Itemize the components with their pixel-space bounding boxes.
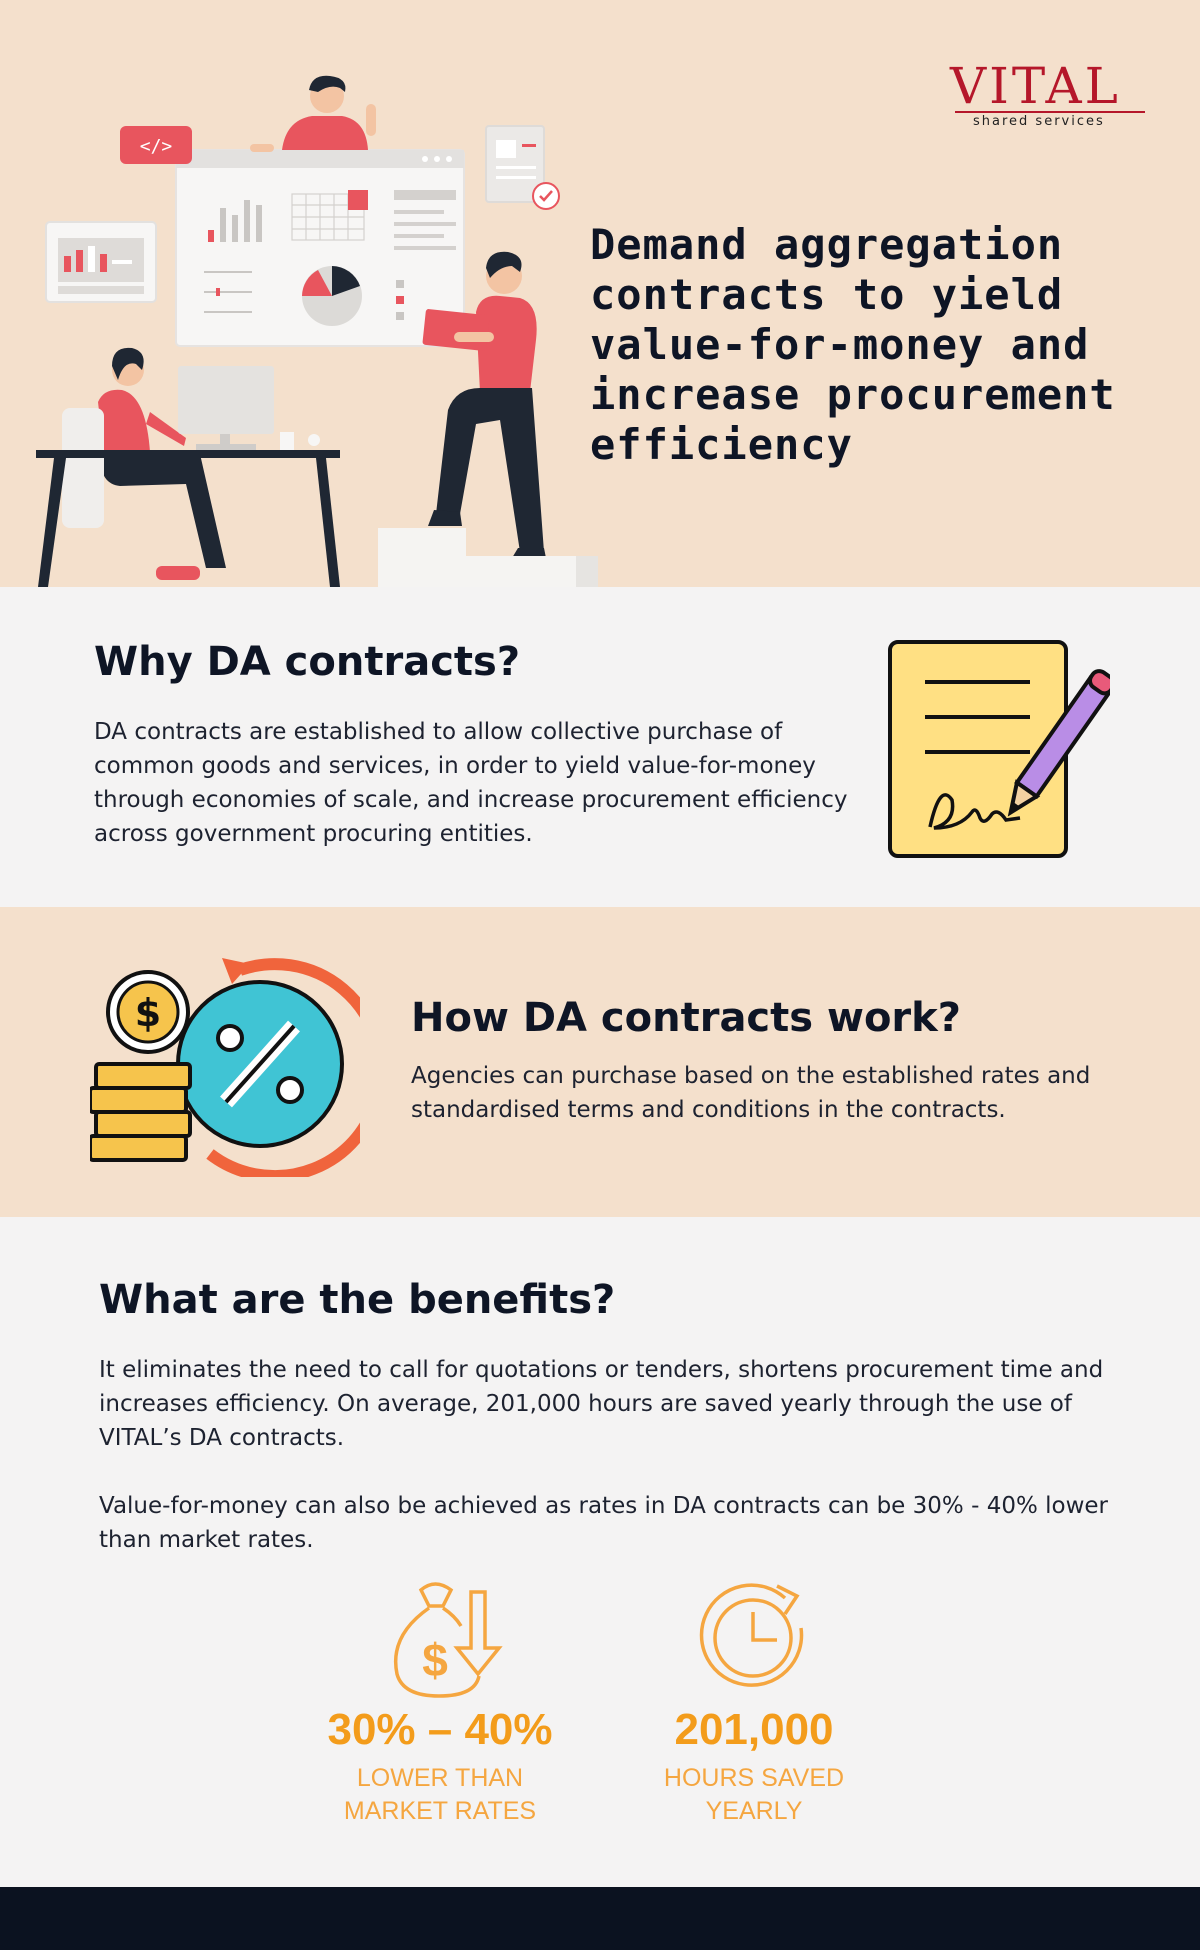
stat-lower-rates: $ 30% – 40% LOWER THAN MARKET RATES	[290, 1572, 590, 1828]
dollar-glyph: $	[135, 991, 161, 1035]
code-badge-text: </>	[140, 136, 173, 157]
benefits-paragraph-2: Value-for-money can also be achieved as …	[99, 1493, 1109, 1553]
stat-label: HOURS SAVED YEARLY	[604, 1762, 904, 1828]
how-heading: How DA contracts work?	[411, 995, 961, 1041]
logo-wordmark: VITAL	[950, 57, 1121, 115]
why-body: DA contracts are established to allow co…	[94, 719, 848, 847]
stat-label-line: LOWER THAN	[356, 1764, 524, 1792]
logo-tagline: shared services	[973, 114, 1105, 129]
why-heading: Why DA contracts?	[94, 639, 521, 685]
why-section: Why DA contracts? DA contracts are estab…	[0, 587, 1200, 907]
discount-coins-icon: $	[90, 958, 360, 1177]
stat-hours-saved: 201,000 HOURS SAVED YEARLY	[604, 1572, 904, 1828]
stat-label-line: HOURS SAVED	[663, 1764, 845, 1792]
hero-section: </>	[0, 0, 1200, 587]
money-bag-down-icon: $	[393, 1582, 503, 1698]
stat-label: LOWER THAN MARKET RATES	[290, 1762, 590, 1828]
vital-logo: VITAL shared services	[950, 58, 1155, 130]
stat-value: 201,000	[674, 1705, 834, 1754]
stat-value: 30% – 40%	[327, 1705, 553, 1754]
page-title: Demand aggregation contracts to yield va…	[590, 220, 1116, 469]
stat-label-line: MARKET RATES	[343, 1797, 537, 1825]
benefits-heading: What are the benefits?	[99, 1277, 616, 1323]
bag-dollar-glyph: $	[422, 1634, 448, 1686]
benefits-section: What are the benefits? It eliminates the…	[0, 1217, 1200, 1887]
how-body: Agencies can purchase based on the estab…	[411, 1063, 1091, 1123]
logo-divider	[955, 111, 1145, 113]
benefits-paragraph-1: It eliminates the need to call for quota…	[99, 1357, 1104, 1451]
stat-label-line: YEARLY	[705, 1797, 803, 1825]
team-working-illustration: </>	[36, 75, 598, 587]
clock-icon	[699, 1583, 804, 1687]
contract-signing-icon	[888, 640, 1110, 858]
how-section: $ How DA contracts work? Agencies can pu…	[0, 907, 1200, 1217]
footer-bar	[0, 1887, 1200, 1950]
